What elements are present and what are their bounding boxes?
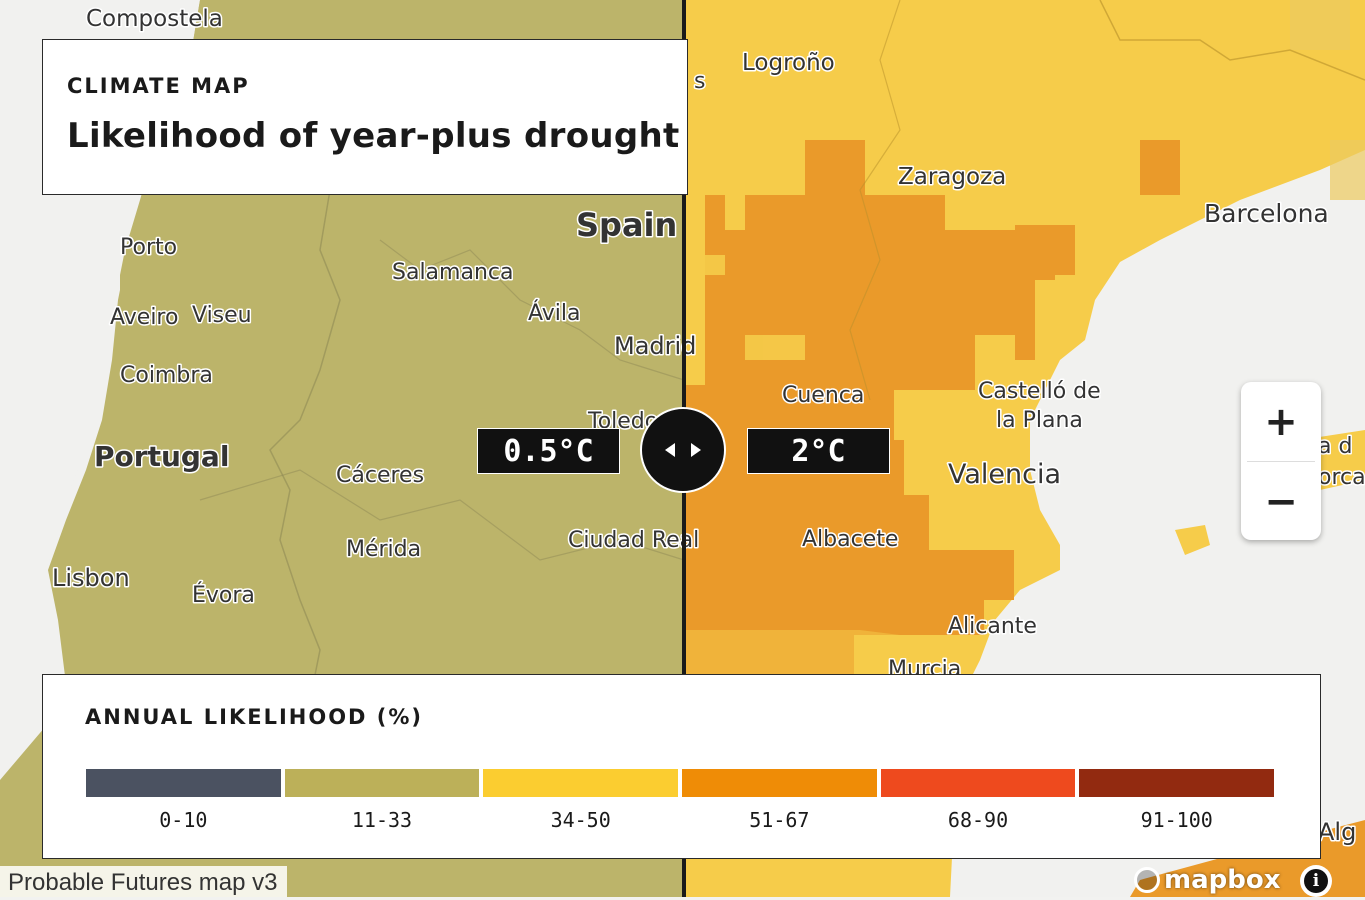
label-caceres: Cáceres <box>336 463 424 488</box>
legend-bin: 51-67 <box>682 769 877 832</box>
label-alicante: Alicante <box>948 614 1037 639</box>
zoom-controls: + − <box>1241 382 1321 540</box>
mapbox-icon <box>1134 867 1160 893</box>
label-zaragoza: Zaragoza <box>898 164 1006 190</box>
zoom-out-button[interactable]: − <box>1264 478 1298 525</box>
label-compostela: Compostela <box>86 6 223 32</box>
place-labels: Compostela Porto Aveiro Viseu Coimbra Po… <box>51 5 1365 848</box>
label-coimbra: Coimbra <box>120 363 213 388</box>
legend-swatch <box>284 769 480 797</box>
legend-bin: 68-90 <box>880 769 1076 832</box>
right-map-pane <box>684 0 1365 897</box>
legend-bin: 0-10 <box>86 769 281 832</box>
info-icon: i <box>1304 869 1328 893</box>
label-palma-partial-2: orca <box>1318 465 1365 490</box>
legend: ANNUAL LIKELIHOOD (%) 0-10 11-33 34-50 5… <box>42 674 1321 859</box>
label-barcelona: Barcelona <box>1204 199 1329 228</box>
label-viseu: Viseu <box>192 303 252 328</box>
map-title: Likelihood of year-plus drought <box>67 116 680 156</box>
zoom-in-button[interactable]: + <box>1264 398 1298 445</box>
label-portugal: Portugal <box>94 440 229 473</box>
label-castello-2: la Plana <box>996 408 1083 433</box>
left-right-arrows-icon <box>665 443 701 457</box>
label-aveiro: Aveiro <box>110 305 178 330</box>
info-button[interactable]: i <box>1300 865 1332 897</box>
label-lisbon: Lisbon <box>52 564 130 592</box>
legend-swatch <box>86 769 281 797</box>
legend-label: 0-10 <box>159 808 208 832</box>
label-algiers-partial: Alg <box>1318 818 1356 846</box>
label-ciudad-real: Ciudad Real <box>568 528 699 553</box>
legend-bins: 0-10 11-33 34-50 51-67 68-90 91-100 <box>86 769 1275 832</box>
legend-label: 68-90 <box>947 808 1009 832</box>
legend-title: ANNUAL LIKELIHOOD (%) <box>85 705 424 729</box>
left-temperature-label: 0.5°C <box>477 428 620 474</box>
label-albacete: Albacete <box>802 527 898 552</box>
legend-swatch <box>483 769 679 797</box>
label-salamanca: Salamanca <box>392 260 513 285</box>
label-evora: Évora <box>192 582 255 608</box>
map-attribution[interactable]: Probable Futures map v3 <box>0 866 288 897</box>
label-palma-partial-1: a d <box>1318 434 1352 459</box>
legend-bin: 34-50 <box>483 769 679 832</box>
legend-label: 34-50 <box>550 808 611 832</box>
legend-swatch <box>682 769 877 797</box>
label-porto: Porto <box>120 235 177 260</box>
legend-label: 11-33 <box>351 808 413 832</box>
label-valencia: Valencia <box>948 459 1061 490</box>
legend-label: 51-67 <box>749 808 810 832</box>
mapbox-logo[interactable]: mapbox <box>1134 865 1281 895</box>
mapbox-wordmark: mapbox <box>1164 865 1281 895</box>
zoom-separator <box>1247 461 1315 462</box>
map-title-card: CLIMATE MAP Likelihood of year-plus drou… <box>42 39 688 195</box>
label-castello-1: Castelló de <box>978 379 1101 404</box>
legend-label: 91-100 <box>1140 808 1213 832</box>
label-s-partial: s <box>694 69 705 94</box>
legend-swatch <box>880 769 1076 797</box>
compare-slider-handle[interactable] <box>640 407 726 493</box>
right-temperature-label: 2°C <box>747 428 890 474</box>
map-eyebrow: CLIMATE MAP <box>67 74 250 98</box>
label-cuenca: Cuenca <box>782 383 864 408</box>
label-spain: Spain <box>576 206 677 244</box>
legend-swatch <box>1079 769 1275 797</box>
label-merida: Mérida <box>346 537 421 562</box>
legend-bin: 91-100 <box>1079 769 1275 832</box>
legend-bin: 11-33 <box>284 769 480 832</box>
label-avila: Ávila <box>528 300 581 326</box>
label-logrono: Logroño <box>742 50 835 76</box>
